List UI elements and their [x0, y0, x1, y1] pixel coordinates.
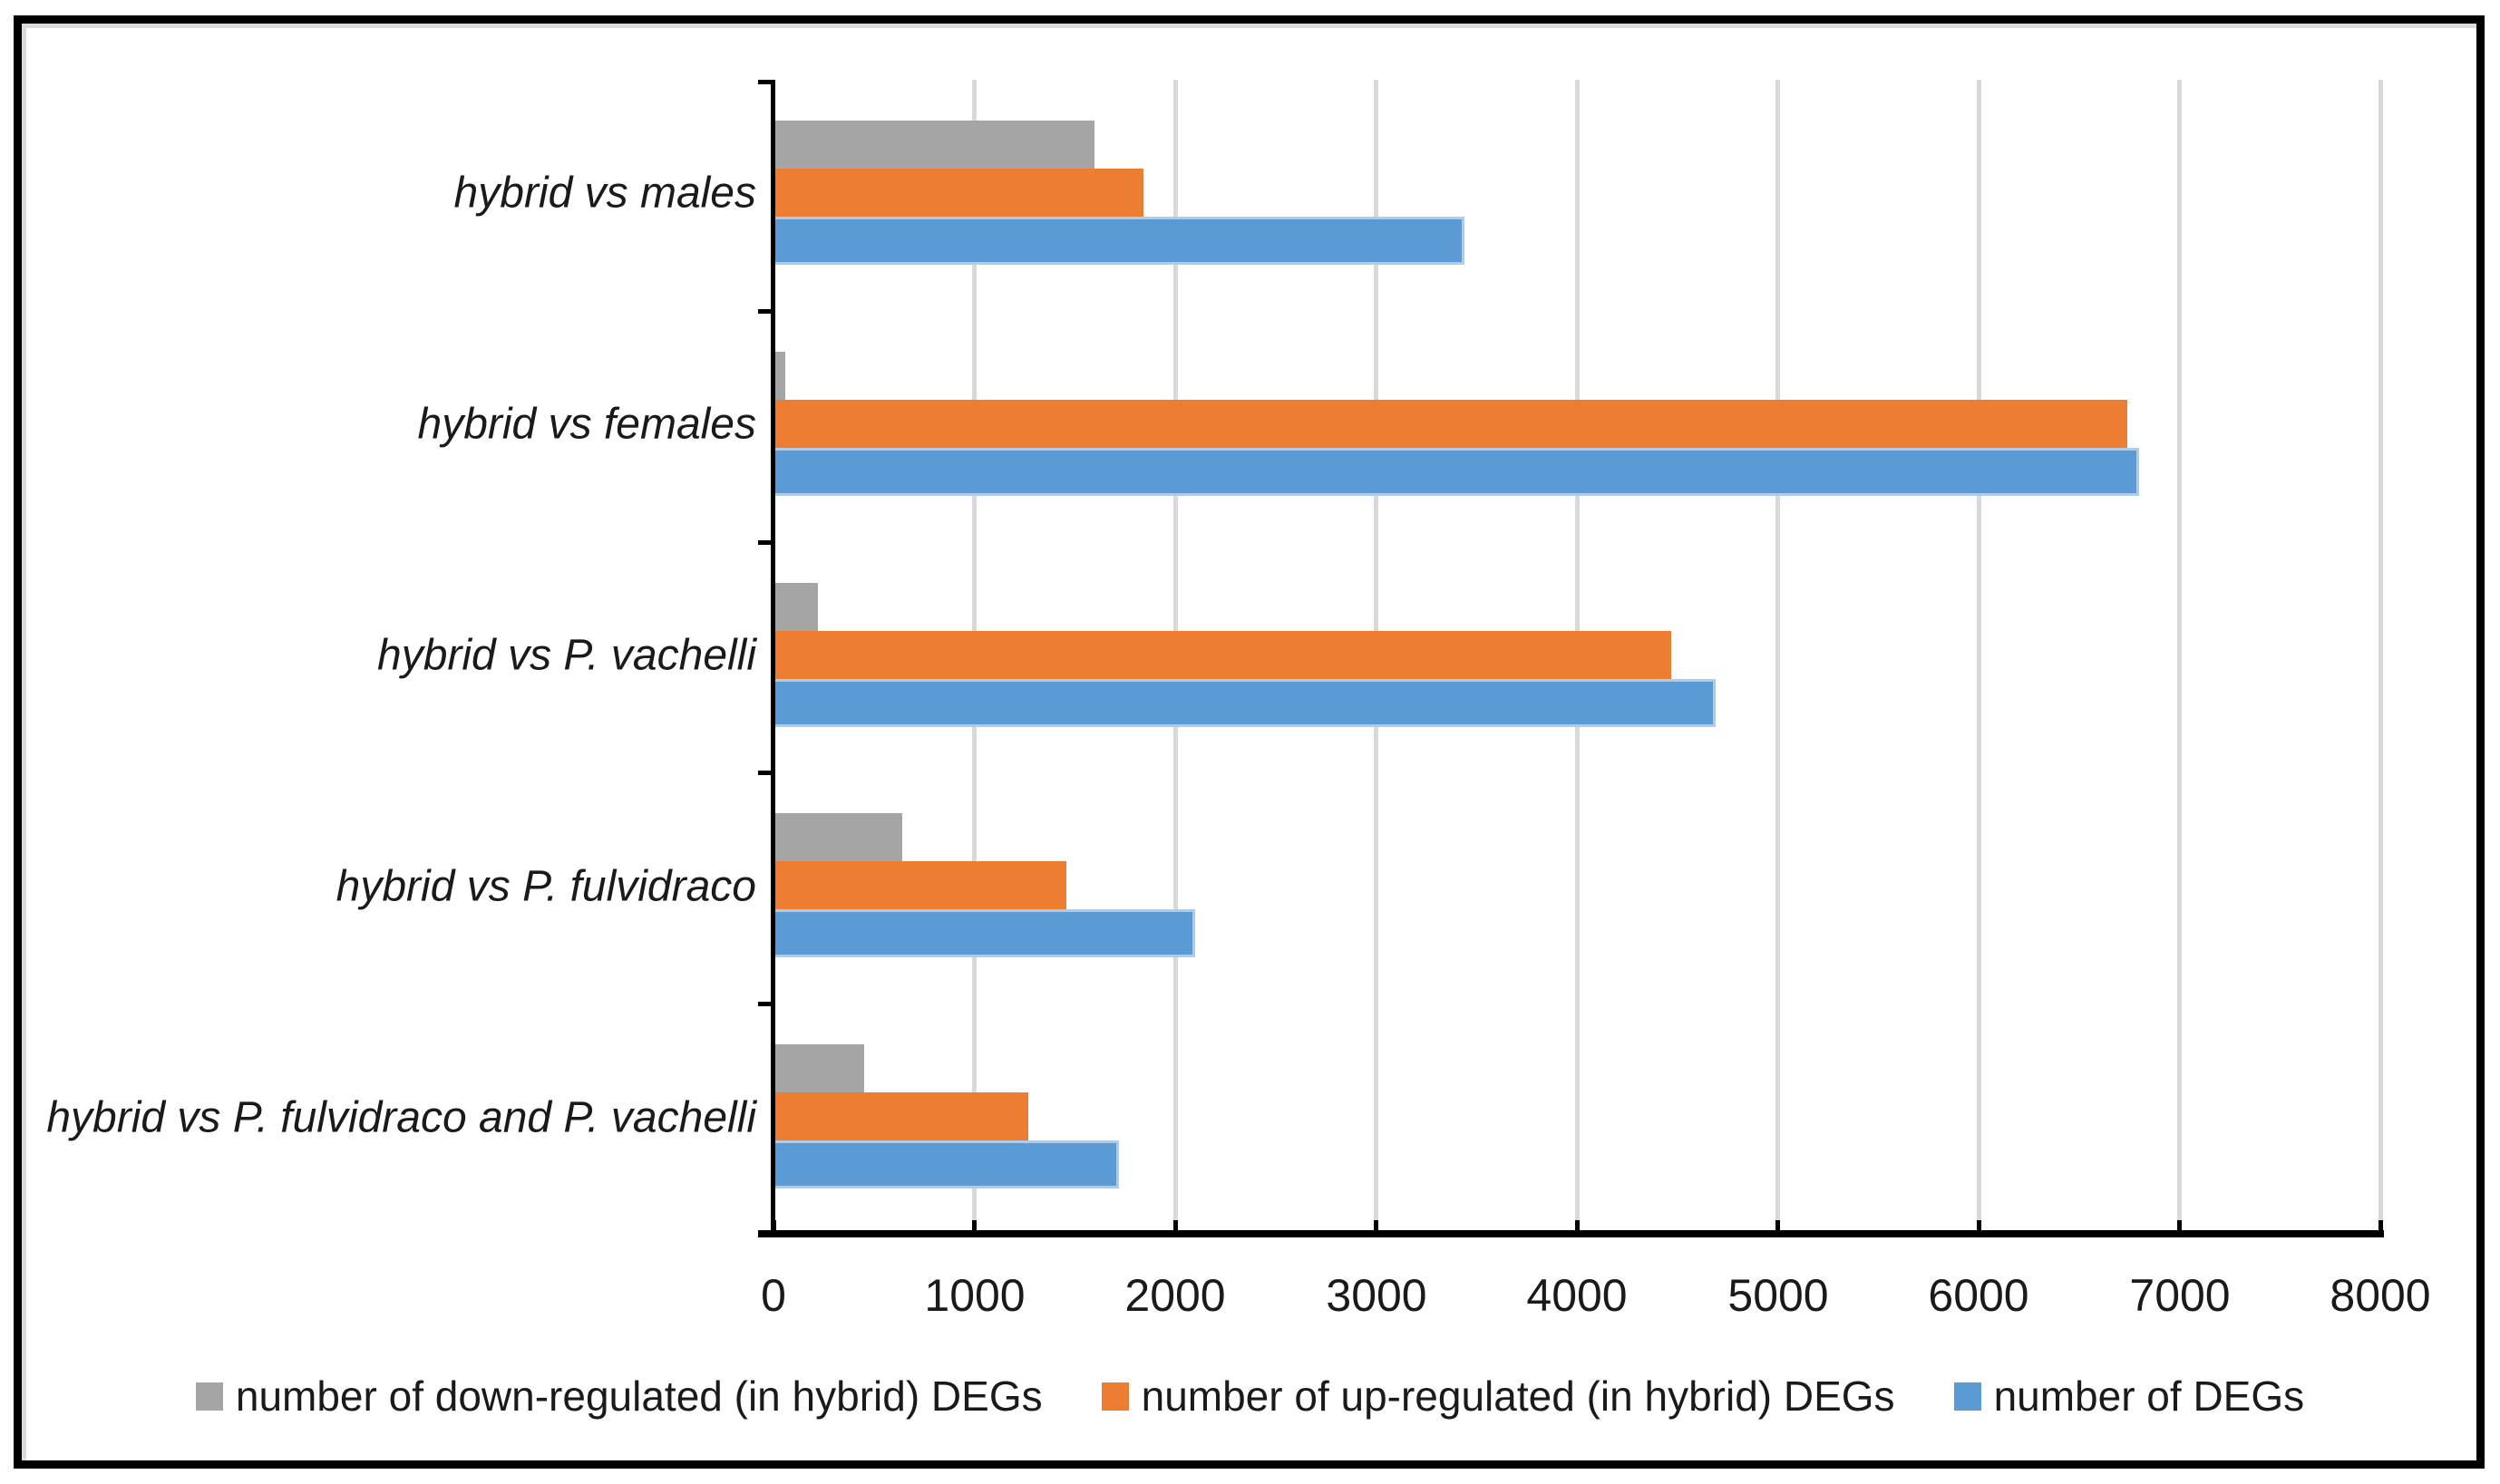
- value-axis-tick-1000: [972, 1220, 977, 1230]
- value-tick-label-1000: 1000: [924, 1270, 1026, 1321]
- bar-series2-cat3: [773, 909, 1195, 957]
- value-tick-label-5000: 5000: [1727, 1270, 1829, 1321]
- category-label-2: hybrid vs P. vachelli: [377, 631, 756, 680]
- category-label-4: hybrid vs P. fulvidraco and P. vachelli: [46, 1093, 756, 1142]
- bar-series2-cat0: [773, 217, 1464, 265]
- value-tick-label-4000: 4000: [1526, 1270, 1628, 1321]
- gridline-7000: [2177, 80, 2182, 1230]
- value-tick-label-0: 0: [761, 1270, 786, 1321]
- value-axis-tick-2000: [1172, 1220, 1178, 1230]
- value-tick-label-8000: 8000: [2330, 1270, 2431, 1321]
- category-axis-line: [771, 80, 775, 1235]
- legend-marker-series2: [1953, 1382, 1981, 1411]
- bar-series0-cat0: [773, 121, 1094, 169]
- value-axis-tick-5000: [1775, 1220, 1780, 1230]
- value-axis-tick-8000: [2378, 1220, 2383, 1230]
- value-tick-label-7000: 7000: [2129, 1270, 2231, 1321]
- bar-series1-cat2: [773, 631, 1671, 679]
- category-axis-tick-4: [758, 1002, 773, 1006]
- legend-marker-series0: [195, 1382, 223, 1411]
- value-tick-label-6000: 6000: [1928, 1270, 2029, 1321]
- gridline-5000: [1775, 80, 1780, 1230]
- value-tick-label-2000: 2000: [1124, 1270, 1226, 1321]
- category-axis-tick-1: [758, 309, 773, 314]
- legend-entry-2: number of DEGs: [1953, 1372, 2305, 1421]
- bar-series1-cat3: [773, 861, 1066, 909]
- legend-entry-0: number of down-regulated (in hybrid) DEG…: [195, 1372, 1043, 1421]
- bar-series2-cat1: [773, 448, 2139, 496]
- value-axis-tick-3000: [1374, 1220, 1378, 1230]
- legend-label-series1: number of up-regulated (in hybrid) DEGs: [1141, 1372, 1895, 1420]
- figure-border: [14, 15, 2485, 1469]
- value-axis-tick-7000: [2177, 1220, 2182, 1230]
- category-axis-tick-2: [758, 540, 773, 545]
- value-axis-line: [758, 1230, 2384, 1237]
- legend: number of down-regulated (in hybrid) DEG…: [0, 1358, 2500, 1434]
- bar-series0-cat1: [773, 352, 785, 400]
- plot-area: [758, 80, 2384, 1237]
- bar-series1-cat1: [773, 400, 2127, 448]
- bar-series1-cat0: [773, 169, 1143, 217]
- legend-label-series2: number of DEGs: [1993, 1372, 2305, 1420]
- gridline-8000: [2378, 80, 2383, 1230]
- category-label-0: hybrid vs males: [453, 169, 756, 218]
- bar-series2-cat4: [773, 1140, 1119, 1188]
- bar-series1-cat4: [773, 1092, 1028, 1140]
- value-axis-tick-4000: [1574, 1220, 1580, 1230]
- category-axis-tick-5: [758, 1230, 773, 1235]
- legend-marker-series1: [1101, 1382, 1129, 1411]
- value-tick-label-3000: 3000: [1326, 1270, 1427, 1321]
- legend-entry-1: number of up-regulated (in hybrid) DEGs: [1101, 1372, 1895, 1421]
- bar-series2-cat2: [773, 679, 1716, 727]
- gridline-6000: [1976, 80, 1981, 1230]
- bar-series0-cat2: [773, 583, 818, 631]
- category-axis-tick-0: [758, 80, 773, 84]
- bar-series0-cat4: [773, 1044, 864, 1092]
- bar-series0-cat3: [773, 813, 902, 861]
- category-axis-tick-3: [758, 771, 773, 775]
- category-label-1: hybrid vs females: [417, 400, 756, 449]
- category-label-3: hybrid vs P. fulvidraco: [336, 862, 756, 911]
- legend-label-series0: number of down-regulated (in hybrid) DEG…: [235, 1372, 1043, 1420]
- value-axis-tick-6000: [1976, 1220, 1981, 1230]
